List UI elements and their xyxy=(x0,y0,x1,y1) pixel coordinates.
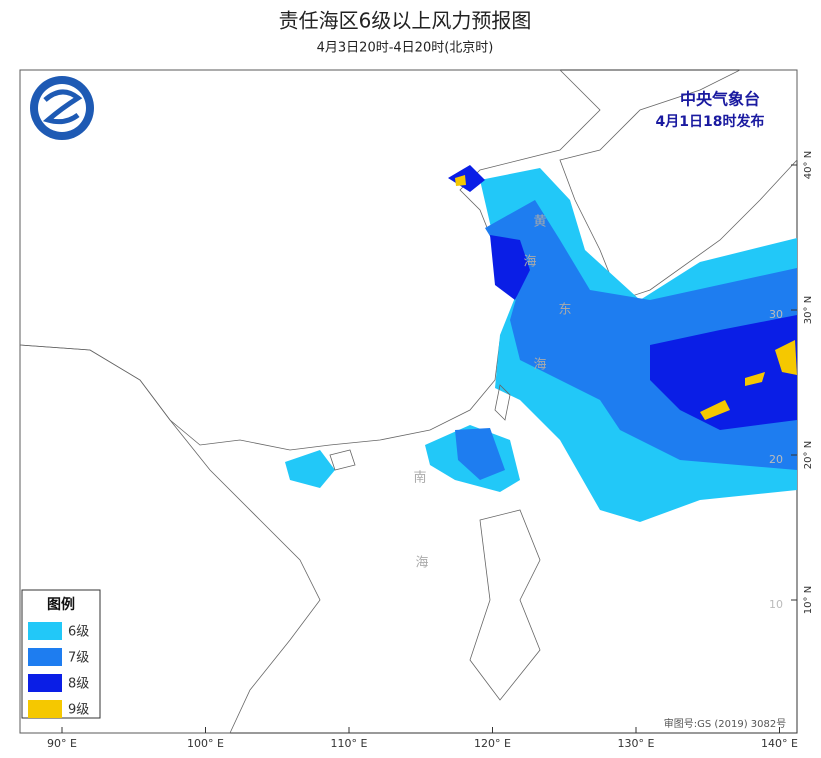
legend: 图例 6级 7级 8级 9级 xyxy=(21,589,101,719)
land xyxy=(469,509,541,701)
lon-label: 100° E xyxy=(187,737,224,750)
sea-label: 海 xyxy=(523,255,536,270)
title: 责任海区6级以上风力预报图 xyxy=(279,9,532,33)
inner-lat-label: 30 xyxy=(769,308,783,321)
legend-swatch xyxy=(28,648,62,666)
wind-9 xyxy=(700,400,730,420)
lon-label: 120° E xyxy=(474,737,511,750)
map xyxy=(19,69,798,734)
sea-label: 南 xyxy=(413,470,426,486)
sea-label: 海 xyxy=(415,556,428,571)
sea-label: 东 xyxy=(558,303,571,318)
sea-label: 黄 xyxy=(533,215,546,230)
wind-8 xyxy=(448,165,485,192)
wind-8 xyxy=(490,235,530,300)
legend-label: 8级 xyxy=(68,677,89,692)
lon-label: 130° E xyxy=(618,737,655,750)
legend-title: 图例 xyxy=(47,596,75,613)
wind-6 xyxy=(285,450,335,488)
lon-label: 140° E xyxy=(761,737,798,750)
sea-label: 海 xyxy=(533,358,546,373)
wind-9 xyxy=(745,372,765,386)
wind-8 xyxy=(650,315,797,430)
logo xyxy=(42,89,83,125)
legend-label: 7级 xyxy=(68,651,89,666)
wind-9 xyxy=(455,175,466,186)
lat-label: 30° N xyxy=(803,296,814,324)
lon-label: 90° E xyxy=(47,737,77,750)
issue-time: 4月1日18时发布 xyxy=(656,113,765,130)
island xyxy=(494,384,511,421)
legend-swatch xyxy=(28,674,62,692)
land xyxy=(559,69,798,301)
legend-swatch xyxy=(28,622,62,640)
island xyxy=(329,449,356,471)
lat-label: 10° N xyxy=(803,586,814,614)
inner-lat-label: 20 xyxy=(769,453,783,466)
subtitle: 4月3日20时-4日20时(北京时) xyxy=(317,41,494,56)
lon-label: 110° E xyxy=(331,737,368,750)
inner-lat-label: 10 xyxy=(769,598,783,611)
lat-label: 40° N xyxy=(803,151,814,179)
legend-label: 6级 xyxy=(68,625,89,640)
wind-7 xyxy=(455,428,505,480)
legend-label: 9级 xyxy=(68,703,89,718)
legend-swatch xyxy=(28,700,62,718)
approval: 审图号:GS (2019) 3082号 xyxy=(664,717,787,730)
lat-label: 20° N xyxy=(803,441,814,469)
agency: 中央气象台 xyxy=(680,90,760,109)
china-land xyxy=(19,69,601,451)
wind-9 xyxy=(775,340,797,375)
